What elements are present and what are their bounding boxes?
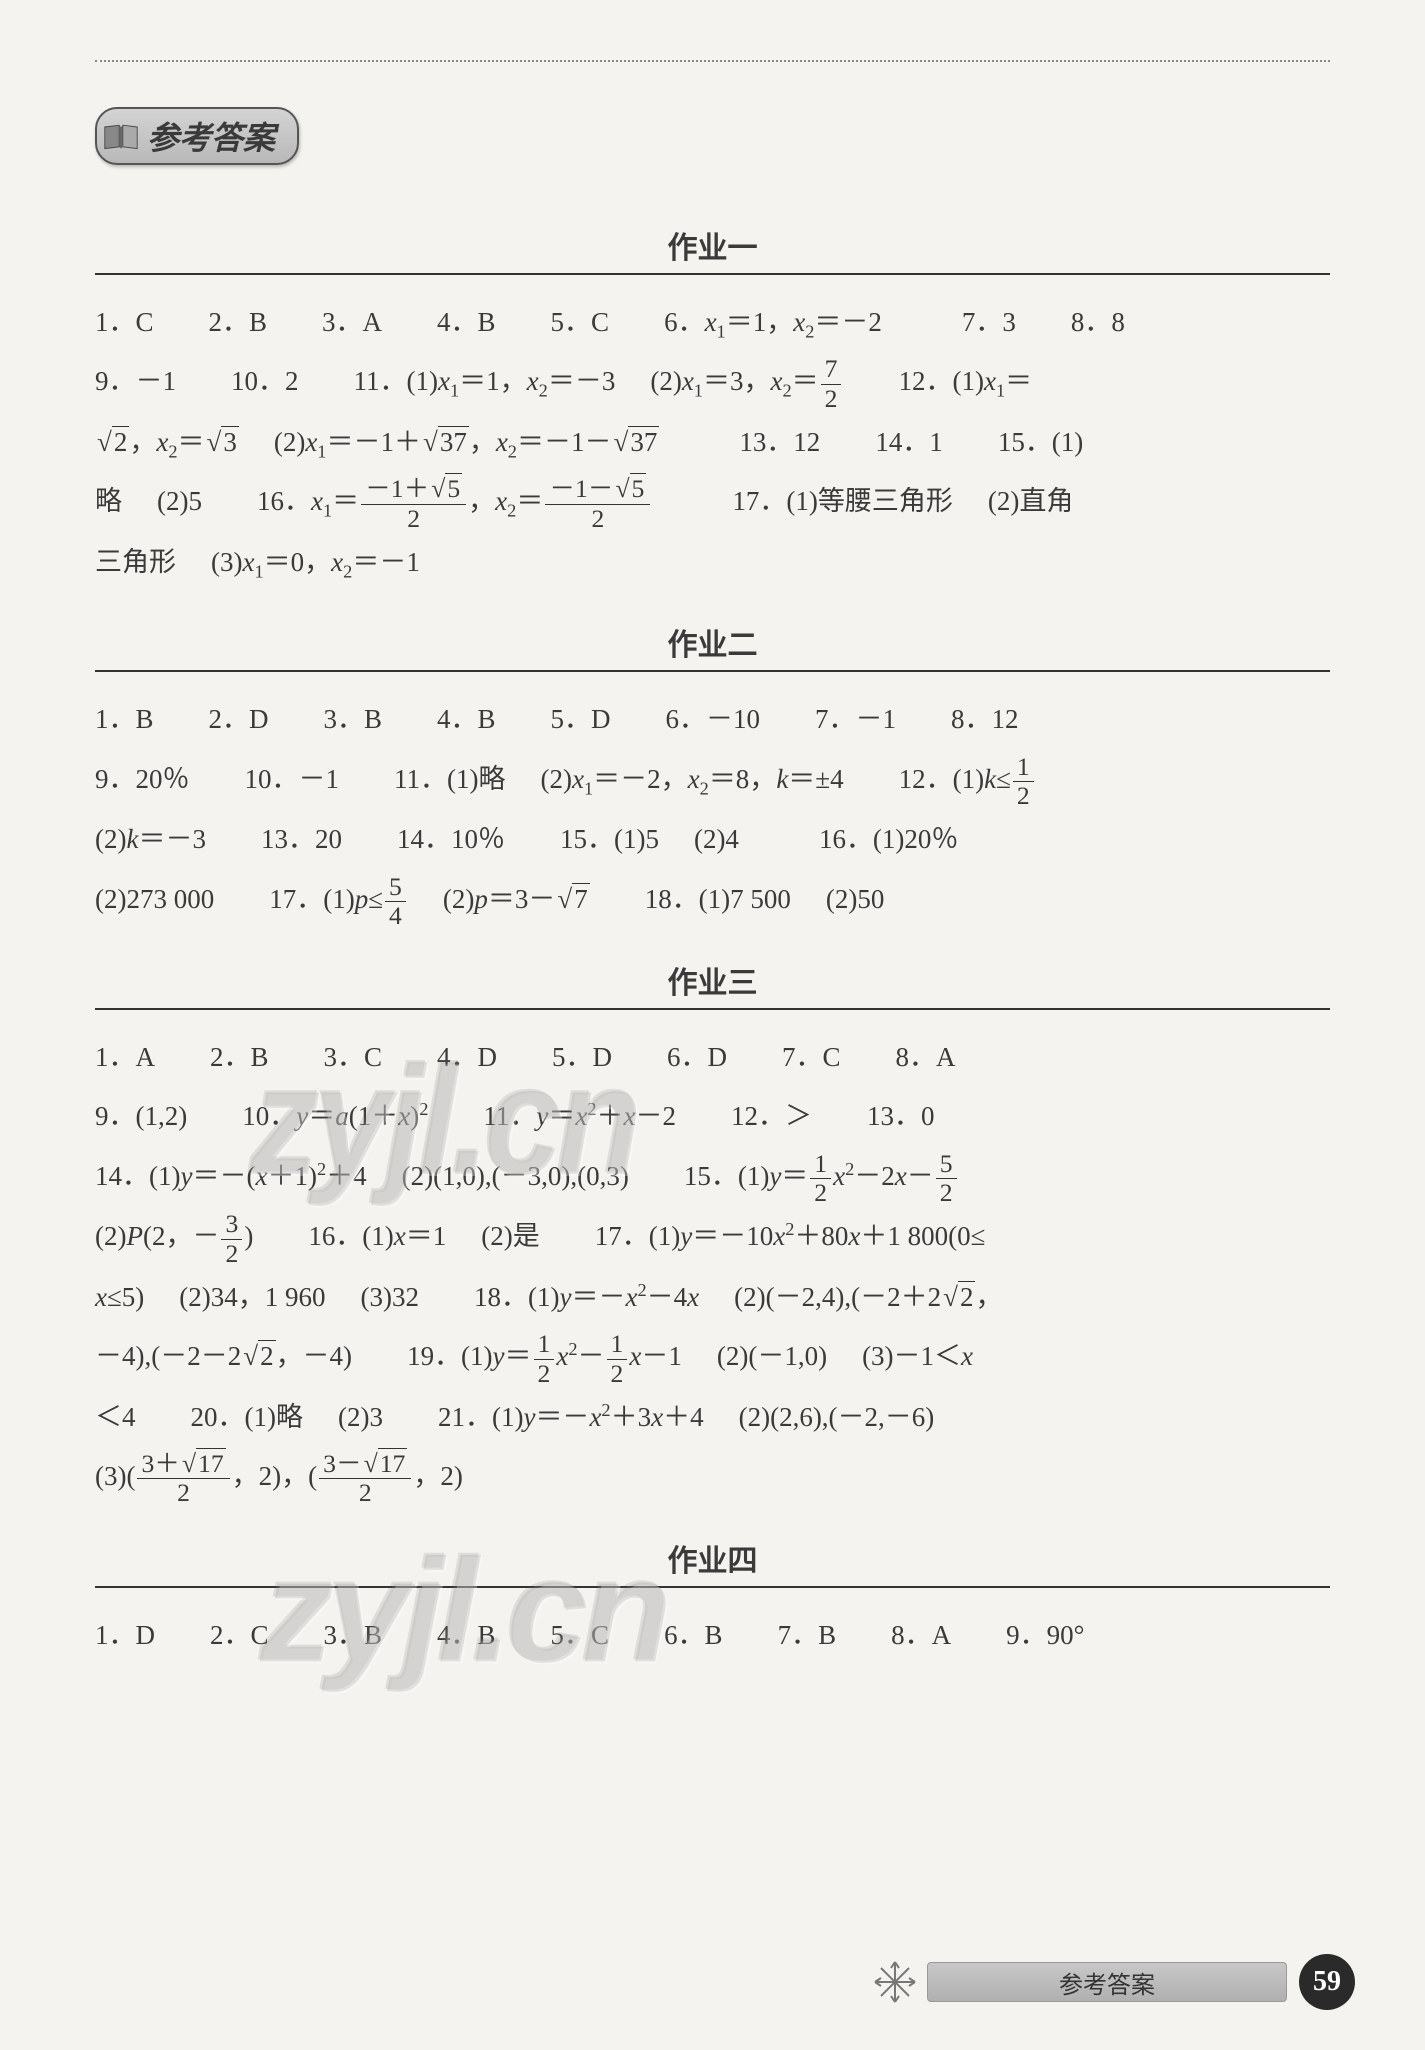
section-4: 作业四 1．D2．C3．B4．B5．C6．B7．B8．A9．90° bbox=[95, 1536, 1330, 1665]
title-badge: 参考答案 bbox=[95, 107, 299, 165]
section-heading-3: 作业三 bbox=[95, 958, 1330, 1002]
section-rule bbox=[95, 670, 1330, 672]
top-dotted-rule bbox=[95, 60, 1330, 62]
section-rule bbox=[95, 1586, 1330, 1588]
section-heading-1: 作业一 bbox=[95, 223, 1330, 267]
page-title: 参考答案 bbox=[147, 113, 275, 159]
book-icon bbox=[103, 121, 139, 151]
footer: 参考答案 59 bbox=[871, 1954, 1355, 2010]
section-answers-1: 1．C2．B3．A4．B5．C6．x1＝1，x2＝－27．38．89．－110．… bbox=[95, 293, 1330, 592]
section-heading-4: 作业四 bbox=[95, 1536, 1330, 1580]
section-1: 作业一 1．C2．B3．A4．B5．C6．x1＝1，x2＝－27．38．89．－… bbox=[95, 223, 1330, 592]
section-answers-3: 1．A2．B3．C4．D5．D6．D7．C8．A9．(1,2)10．y＝a(1＋… bbox=[95, 1028, 1330, 1508]
section-rule bbox=[95, 1008, 1330, 1010]
section-rule bbox=[95, 273, 1330, 275]
footer-label: 参考答案 bbox=[927, 1962, 1287, 2002]
section-2: 作业二 1．B2．D3．B4．B5．D6．－107．－18．129．20％10．… bbox=[95, 620, 1330, 930]
section-answers-4: 1．D2．C3．B4．B5．C6．B7．B8．A9．90° bbox=[95, 1606, 1330, 1665]
section-answers-2: 1．B2．D3．B4．B5．D6．－107．－18．129．20％10．－111… bbox=[95, 690, 1330, 930]
snowflake-icon bbox=[871, 1958, 919, 2006]
page-content: 参考答案 作业一 1．C2．B3．A4．B5．C6．x1＝1，x2＝－27．38… bbox=[0, 0, 1425, 1705]
section-heading-2: 作业二 bbox=[95, 620, 1330, 664]
section-3: 作业三 1．A2．B3．C4．D5．D6．D7．C8．A9．(1,2)10．y＝… bbox=[95, 958, 1330, 1508]
page-number: 59 bbox=[1299, 1954, 1355, 2010]
